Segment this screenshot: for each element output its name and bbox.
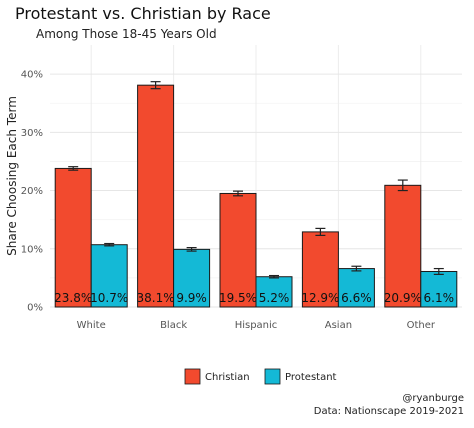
data-label: 6.6%	[341, 291, 372, 305]
legend-swatch-protestant	[264, 368, 281, 385]
y-tick-label: 30%	[21, 128, 43, 139]
legend-label-christian: Christian	[205, 372, 250, 383]
legend-swatch-christian	[184, 368, 201, 385]
y-tick-label: 20%	[21, 186, 43, 197]
data-label: 19.5%	[219, 291, 257, 305]
data-label: 23.8%	[54, 291, 92, 305]
data-source: Data: Nationscape 2019-2021	[313, 406, 464, 417]
bar-christian-other	[384, 184, 422, 308]
x-tick-label: White	[77, 320, 106, 331]
bar-protestant-asian	[337, 268, 375, 308]
bar-protestant-black	[173, 248, 211, 308]
data-label: 38.1%	[137, 291, 175, 305]
y-tick-label: 0%	[27, 303, 43, 314]
x-tick-label: Asian	[325, 320, 352, 331]
legend-label-protestant: Protestant	[285, 372, 337, 383]
data-label: 6.1%	[424, 291, 455, 305]
chart-title: Protestant vs. Christian by Race	[15, 4, 271, 23]
bar-protestant-other	[420, 270, 458, 308]
data-label: 12.9%	[301, 291, 339, 305]
x-tick-label: Other	[407, 320, 436, 331]
bar-christian-hispanic	[219, 192, 257, 308]
bar-christian-white	[54, 167, 92, 308]
bar-christian-black	[137, 84, 175, 308]
chart-subtitle: Among Those 18-45 Years Old	[36, 27, 217, 41]
data-label: 9.9%	[176, 291, 207, 305]
bar-protestant-white	[90, 244, 128, 308]
y-axis-label: Share Choosing Each Term	[5, 96, 19, 256]
author-handle: @ryanburge	[402, 393, 464, 404]
data-label: 10.7%	[90, 291, 128, 305]
x-tick-label: Black	[160, 320, 187, 331]
data-label: 5.2%	[259, 291, 290, 305]
x-tick-label: Hispanic	[235, 320, 278, 331]
y-tick-label: 40%	[21, 70, 43, 81]
data-label: 20.9%	[384, 291, 422, 305]
y-tick-label: 10%	[21, 244, 43, 255]
